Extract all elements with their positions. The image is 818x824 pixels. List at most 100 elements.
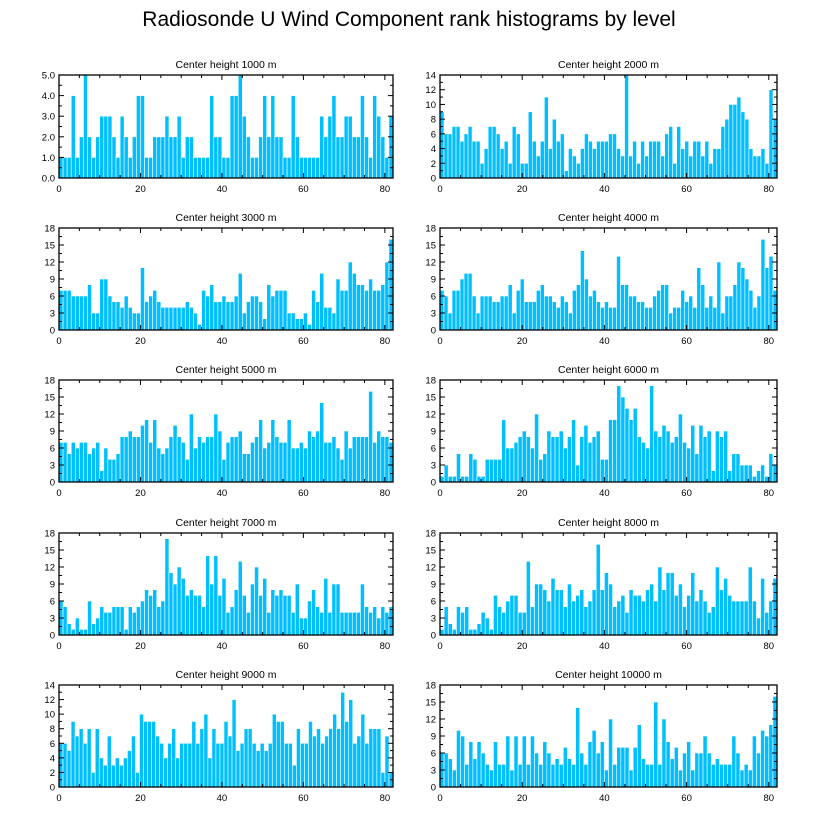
histogram-bar (103, 115, 109, 179)
histogram-bar (686, 741, 692, 788)
histogram-bar (119, 606, 125, 636)
histogram-bar (239, 742, 245, 788)
x-tick-label: 80 (763, 184, 774, 195)
histogram-bar (99, 470, 105, 483)
histogram-bar (747, 464, 753, 483)
histogram-bar (286, 312, 292, 331)
y-tick-label: 6 (50, 444, 55, 455)
histogram-bar (327, 442, 333, 483)
histogram-bar (575, 464, 581, 483)
histogram-bar (736, 261, 742, 331)
histogram-bar (343, 115, 349, 179)
histogram-bar (311, 589, 316, 636)
histogram-bar (343, 290, 349, 331)
histogram-bar (175, 757, 181, 788)
histogram-bar (339, 136, 345, 179)
histogram-bar (282, 595, 288, 636)
histogram-bar (476, 476, 482, 483)
y-tick-label: 8 (431, 115, 436, 126)
histogram-bar (495, 301, 501, 331)
histogram-bar (720, 312, 726, 331)
histogram-bar (447, 133, 453, 179)
x-tick-label: 20 (135, 488, 146, 499)
histogram-bar (303, 312, 308, 331)
x-tick-label: 20 (135, 641, 146, 652)
x-tick-label: 0 (437, 641, 442, 652)
histogram-bar (628, 589, 634, 636)
histogram-bar (443, 464, 449, 483)
histogram-bar (544, 295, 549, 331)
y-tick-label: 10 (425, 100, 436, 111)
histogram-bar (139, 713, 144, 788)
histogram-bar (380, 772, 386, 788)
histogram-bar (74, 735, 80, 788)
histogram-bar (372, 442, 378, 483)
histogram-bar (552, 118, 557, 179)
histogram-bar (267, 742, 273, 788)
histogram-bar (641, 600, 646, 636)
histogram-bar (254, 436, 259, 483)
histogram-bar (706, 612, 712, 636)
y-tick-label: 12 (425, 715, 436, 726)
histogram-bar (649, 385, 655, 483)
histogram-bar (584, 133, 589, 179)
histogram-bar (556, 140, 561, 179)
histogram-bar (241, 595, 247, 636)
histogram-bar (107, 459, 113, 483)
histogram-bar (538, 764, 544, 788)
histogram-bar (716, 148, 722, 179)
histogram-bar (376, 115, 382, 179)
histogram-bar (517, 612, 523, 636)
histogram-bar (608, 307, 613, 331)
histogram-bar (719, 589, 724, 636)
histogram-bar (580, 250, 585, 331)
histogram-bar (368, 391, 373, 483)
histogram-bar (576, 284, 581, 331)
y-tick-label: 0.0 (42, 174, 55, 185)
histogram-bar (690, 572, 696, 636)
histogram-bar (111, 764, 116, 788)
histogram-bar (205, 436, 211, 483)
histogram-bar (712, 307, 718, 331)
histogram-bar (558, 430, 564, 483)
histogram-bar (660, 284, 665, 331)
histogram-bar (307, 430, 312, 483)
histogram-bar (572, 290, 577, 331)
histogram-bar (620, 396, 626, 483)
histogram-bar (616, 256, 621, 331)
histogram-bar (744, 278, 750, 331)
histogram-bar (296, 728, 301, 788)
histogram-bar (164, 115, 170, 179)
panel-title: Center height 2000 m (558, 59, 659, 71)
y-tick-label: 6 (431, 597, 436, 608)
histogram-bar (604, 769, 609, 788)
histogram-bar (311, 436, 316, 483)
histogram-bar (364, 136, 369, 179)
histogram-bar (628, 295, 633, 331)
histogram-bar (525, 764, 531, 788)
histogram-bar (604, 301, 609, 331)
y-tick-label: 5.0 (42, 71, 55, 82)
histogram-bar (558, 589, 564, 636)
histogram-bar (628, 769, 634, 788)
histogram-bar (517, 436, 523, 483)
histogram-bar (694, 752, 700, 788)
histogram-bar (661, 718, 667, 788)
histogram-bar (140, 267, 145, 331)
x-tick-label: 0 (437, 184, 442, 195)
histogram-bar (343, 612, 349, 636)
histogram-bar (612, 419, 618, 483)
histogram-bar (229, 436, 235, 483)
x-tick-label: 80 (380, 184, 391, 195)
y-tick-label: 18 (425, 681, 436, 692)
histogram-bar (172, 307, 178, 331)
histogram-bar (223, 721, 229, 788)
histogram-bar (471, 140, 477, 179)
histogram-bar (70, 95, 76, 179)
histogram-bar (319, 115, 325, 179)
x-tick-label: 60 (681, 488, 692, 499)
histogram-bar (499, 295, 505, 331)
histogram-bar (736, 96, 742, 179)
histogram-bar (548, 148, 553, 179)
